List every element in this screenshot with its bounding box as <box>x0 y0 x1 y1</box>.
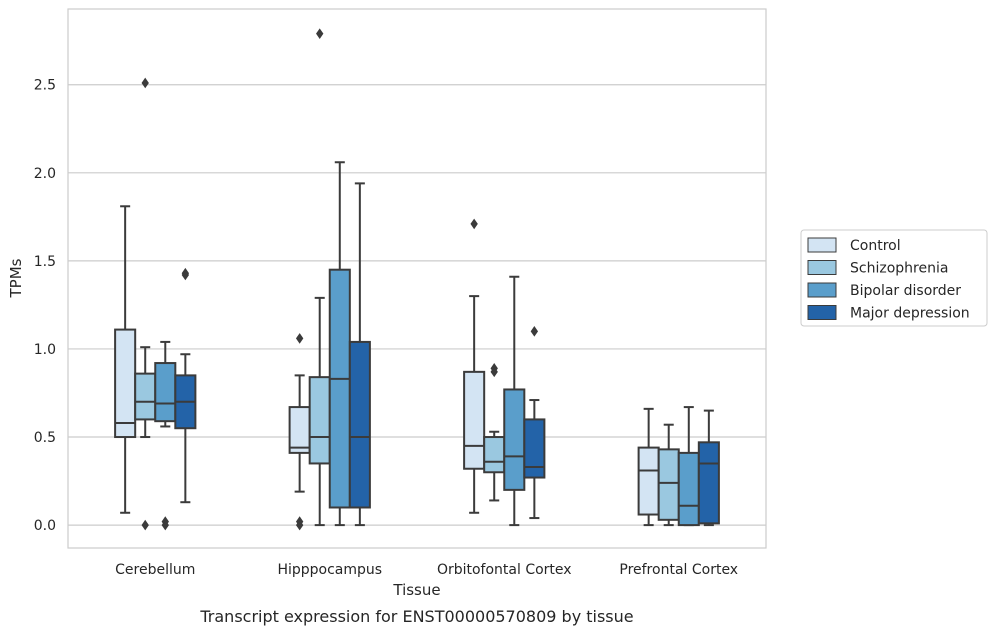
box <box>463 218 486 514</box>
box-body <box>114 328 137 439</box>
box <box>308 28 331 527</box>
box <box>154 340 177 531</box>
x-tick-label: Prefrontal Cortex <box>619 562 738 578</box>
box <box>134 77 157 531</box>
box-body <box>288 406 311 454</box>
y-axis-label: TPMs <box>7 258 25 298</box>
y-tick-label: 2.5 <box>34 78 56 94</box>
box <box>328 161 351 527</box>
box <box>483 363 506 502</box>
flier-point <box>470 218 478 230</box>
y-tick-label: 0.5 <box>34 430 56 446</box>
x-tick-labels: Cerebellum Hipppocampus Orbitofontal Corte… <box>115 562 738 578</box>
flier-point <box>295 519 304 531</box>
flier-point <box>490 366 498 378</box>
box-body <box>308 376 331 465</box>
plot-frame <box>67 8 767 549</box>
box <box>637 407 660 527</box>
x-axis-label: Tissue <box>392 581 440 599</box>
flier-point <box>530 326 539 337</box>
box-body <box>637 446 660 516</box>
box <box>114 205 137 514</box>
box-body <box>503 388 526 491</box>
box-body <box>154 362 177 423</box>
legend-frame <box>800 229 988 327</box>
box-body <box>134 372 157 421</box>
legend: Control Schizophrenia Bipolar disorder Majo… <box>800 229 988 327</box>
x-tick-label: Hipppocampus <box>277 562 382 578</box>
y-tick-label: 1.0 <box>34 342 56 358</box>
y-tick-label: 1.5 <box>34 254 56 270</box>
box <box>288 333 311 531</box>
legend-swatch <box>807 237 837 253</box>
legend-swatch <box>807 260 837 275</box>
box <box>657 423 680 527</box>
flier-point <box>141 77 149 89</box>
box-body <box>657 448 680 521</box>
box <box>174 267 197 504</box>
x-tick-label: Cerebellum <box>115 562 195 578</box>
box-body <box>523 418 546 479</box>
y-tick-label: 2.0 <box>34 166 56 182</box>
box-body <box>463 370 486 470</box>
flier-point <box>141 519 149 531</box>
boxes-layer <box>114 28 720 531</box>
box-body <box>348 340 371 509</box>
box <box>523 326 546 520</box>
box-body <box>483 436 506 474</box>
y-tick-label: 0.0 <box>34 518 56 534</box>
flier-point <box>295 333 304 344</box>
box-body <box>697 441 720 525</box>
legend-entry-label: Schizophrenia <box>850 261 948 277</box>
chart-caption: Transcript expression for ENST0000057080… <box>199 607 633 626</box>
box <box>348 182 371 527</box>
x-tick-label: Orbitofontal Cortex <box>437 562 572 578</box>
flier-point <box>161 519 169 531</box>
y-tick-labels: 0.0 0.5 1.0 1.5 2.0 2.5 <box>34 78 56 534</box>
box-body <box>328 268 351 509</box>
legend-swatch <box>807 305 837 320</box>
legend-swatch <box>807 282 837 298</box>
box <box>677 406 700 527</box>
flier-point <box>316 28 324 39</box>
legend-entry-label: Major depression <box>850 306 970 322</box>
legend-entry-label: Bipolar disorder <box>850 283 961 299</box>
flier-point <box>181 269 190 281</box>
box <box>697 409 720 527</box>
box <box>503 275 526 527</box>
legend-entry-label: Control <box>850 238 901 254</box>
box-body <box>677 451 700 527</box>
